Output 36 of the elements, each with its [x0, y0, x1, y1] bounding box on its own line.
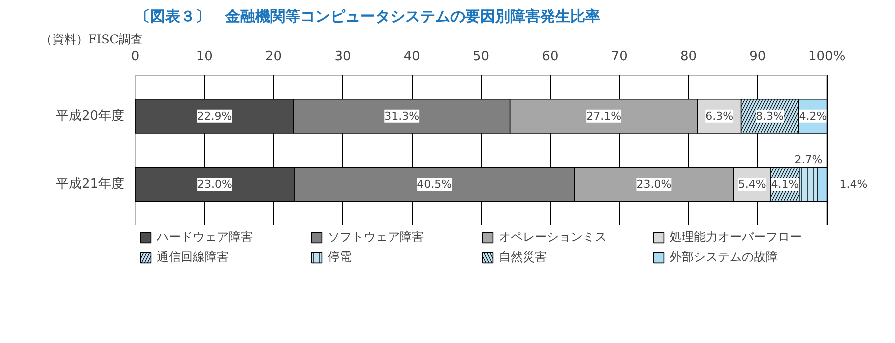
x-tick-label: 30 [334, 50, 352, 64]
x-tick-label: 50 [473, 50, 490, 64]
legend-label: 自然災害 [499, 249, 548, 266]
data-label: 27.1% [586, 110, 622, 123]
y-tick-label: 平成20年度 [56, 108, 125, 124]
data-label: 5.4% [738, 178, 766, 192]
chart-title: 〔図表３〕 金融機関等コンピュータシステムの要因別障害発生比率 [136, 8, 600, 26]
legend-label: ソフトウェア障害 [328, 229, 425, 246]
text: （資料）FISC調査 [40, 32, 143, 46]
legend-label: 停電 [328, 249, 353, 266]
x-tick-label: 40 [404, 50, 420, 64]
x-tick-label: 20 [266, 50, 282, 64]
x-tick-label: 10 [196, 50, 213, 64]
x-tick-label: 90 [750, 50, 766, 64]
x-tick-label: 70 [611, 50, 628, 64]
data-label: 4.2% [799, 110, 828, 123]
legend-label: 外部システムの故障 [670, 249, 779, 266]
legend-label: ハードウェア障害 [157, 229, 254, 246]
legend-label: オペレーションミス [499, 229, 608, 246]
x-tick-label: 60 [542, 50, 559, 64]
data-label: 31.3% [384, 110, 420, 123]
data-label: 2.7% [794, 154, 823, 167]
x-tick-label: 100% [808, 50, 846, 64]
data-label: 23.0% [198, 178, 233, 192]
data-label: 6.3% [706, 110, 734, 123]
x-tick-label: 80 [680, 50, 698, 64]
data-label: 23.0% [636, 178, 672, 192]
legend-label: 通信回線障害 [157, 249, 230, 266]
data-label: 22.9% [197, 110, 232, 123]
legend-label: 処理能力オーバーフロー [670, 229, 803, 246]
data-label: 1.4% [840, 178, 868, 192]
data-label: 8.3% [756, 110, 784, 123]
x-tick-label: 0 [131, 50, 140, 64]
y-tick-label: 平成21年度 [56, 176, 125, 192]
data-label: 4.1% [771, 178, 800, 192]
data-label: 40.5% [417, 178, 452, 192]
